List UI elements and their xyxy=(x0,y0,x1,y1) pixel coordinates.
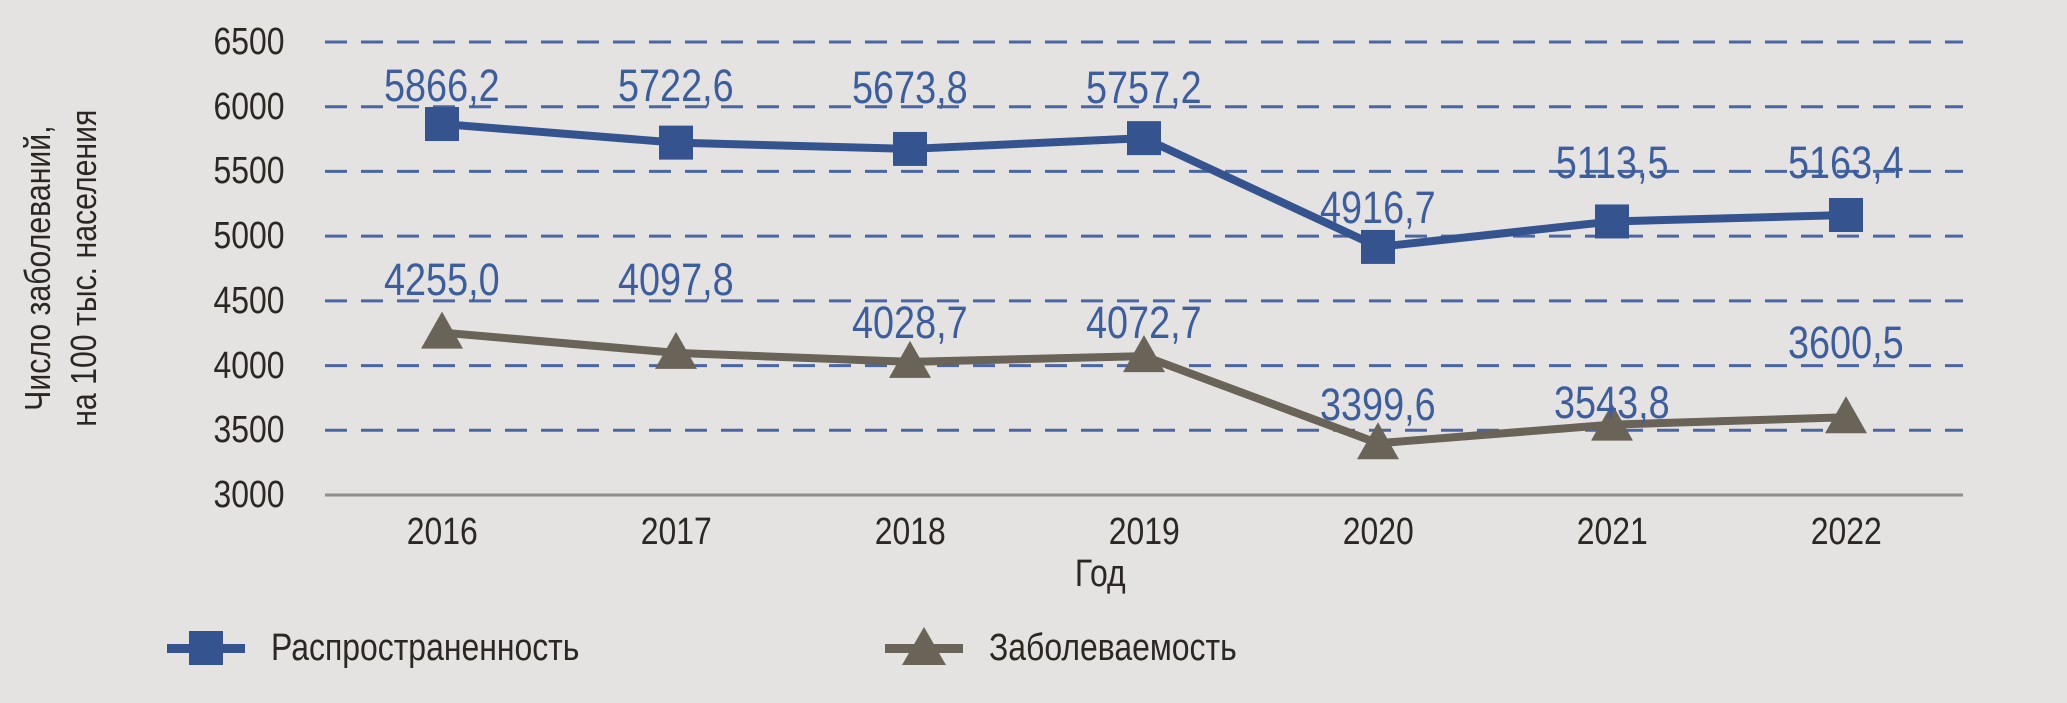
value-label-2-2019: 4072,7 xyxy=(1086,297,1202,349)
y-tick-5500: 5500 xyxy=(213,150,285,193)
legend-triangle-2 xyxy=(902,627,946,665)
marker-square-2017 xyxy=(659,125,693,160)
marker-triangle-2018 xyxy=(889,340,931,378)
x-tick-2020: 2020 xyxy=(1342,511,1414,553)
value-label-2-2022: 3600,5 xyxy=(1788,317,1904,369)
marker-square-2021 xyxy=(1595,204,1629,239)
value-label-1-2019: 5757,2 xyxy=(1086,62,1202,114)
y-axis-title-line1: Число заболеваний, xyxy=(17,125,58,411)
value-label-2-2016: 4255,0 xyxy=(384,253,500,305)
y-tick-6500: 6500 xyxy=(213,21,285,63)
value-label-1-2021: 5113,5 xyxy=(1555,137,1669,189)
value-label-2-2018: 4028,7 xyxy=(852,296,968,348)
marker-square-2016 xyxy=(425,107,459,142)
value-label-1-2017: 5722,6 xyxy=(618,59,734,111)
legend: Распространенность Заболеваемость xyxy=(0,598,2067,703)
y-tick-3500: 3500 xyxy=(213,409,285,452)
marker-triangle-2016 xyxy=(421,311,463,349)
value-label-2-2020: 3399,6 xyxy=(1320,379,1436,431)
value-label-1-2016: 5866,2 xyxy=(384,60,500,112)
marker-square-2022 xyxy=(1829,197,1863,232)
marker-triangle-2017 xyxy=(655,331,697,369)
marker-triangle-2022 xyxy=(1825,396,1867,434)
y-tick-4500: 4500 xyxy=(213,279,285,322)
y-tick-3000: 3000 xyxy=(213,474,285,516)
legend-label-incidence: Заболеваемость xyxy=(989,627,1237,669)
y-tick-5000: 5000 xyxy=(213,215,285,258)
marker-square-2019 xyxy=(1127,121,1161,156)
marker-square-2020 xyxy=(1361,229,1395,264)
y-tick-6000: 6000 xyxy=(213,85,285,128)
x-axis-title: Год xyxy=(1074,553,1126,595)
y-axis-title: Число заболеваний, на 100 тыс. населения xyxy=(15,0,111,548)
value-label-1-2018: 5673,8 xyxy=(852,61,968,113)
y-tick-4000: 4000 xyxy=(213,344,285,387)
x-tick-2021: 2021 xyxy=(1576,511,1648,553)
x-tick-2019: 2019 xyxy=(1108,511,1180,553)
legend-item-prevalence: Распространенность xyxy=(167,623,638,673)
x-tick-2022: 2022 xyxy=(1810,511,1882,553)
value-label-2-2021: 3543,8 xyxy=(1554,376,1670,428)
value-label-1-2020: 4916,7 xyxy=(1320,181,1436,233)
value-label-1-2022: 5163,4 xyxy=(1788,136,1904,188)
x-tick-2016: 2016 xyxy=(406,511,478,553)
legend-square-1 xyxy=(189,631,223,665)
marker-square-2018 xyxy=(893,131,927,166)
marker-triangle-2020 xyxy=(1357,422,1399,460)
x-tick-2017: 2017 xyxy=(640,511,712,553)
y-axis-title-line2: на 100 тыс. населения xyxy=(63,109,104,427)
marker-triangle-2019 xyxy=(1123,335,1165,373)
value-label-2-2017: 4097,8 xyxy=(618,253,734,305)
legend-item-incidence: Заболеваемость xyxy=(885,623,1284,673)
marker-triangle-2021 xyxy=(1591,403,1633,441)
legend-label-prevalence: Распространенность xyxy=(271,627,580,669)
triangle-marker-icon xyxy=(885,623,963,673)
x-tick-2018: 2018 xyxy=(874,511,946,553)
square-marker-icon xyxy=(167,623,245,673)
